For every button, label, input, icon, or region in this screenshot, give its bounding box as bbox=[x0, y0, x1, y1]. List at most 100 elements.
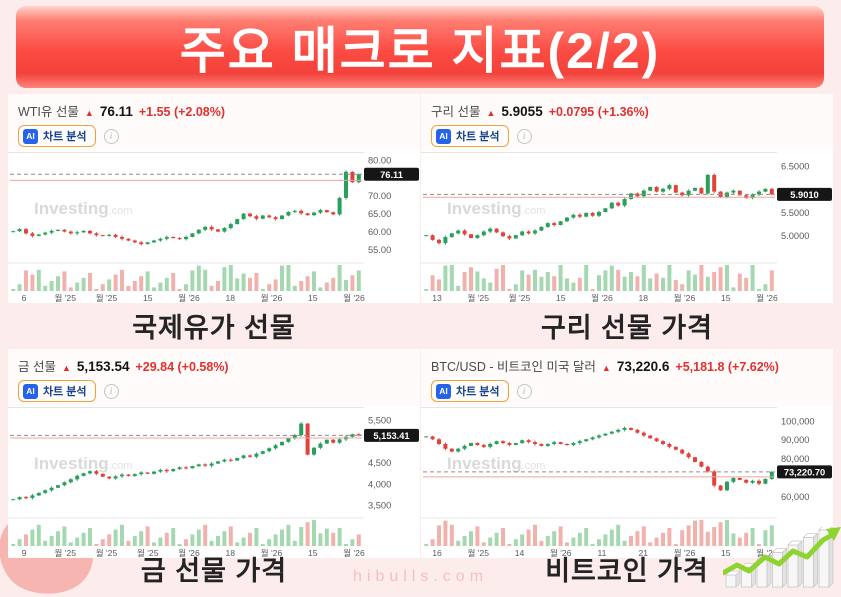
last-price: 5,153.54 bbox=[76, 359, 130, 374]
svg-text:5.5000: 5.5000 bbox=[781, 208, 809, 218]
svg-text:18: 18 bbox=[225, 548, 235, 558]
svg-text:Investing.com: Investing.com bbox=[34, 199, 132, 218]
svg-text:6.5000: 6.5000 bbox=[781, 162, 809, 172]
svg-text:월 '26: 월 '26 bbox=[178, 547, 200, 558]
svg-text:55.00: 55.00 bbox=[368, 245, 391, 255]
svg-text:100,000: 100,000 bbox=[781, 416, 815, 426]
price-change: +29.84 (+0.58%) bbox=[135, 360, 229, 374]
ai-badge-label: 차트 분석 bbox=[43, 131, 87, 143]
svg-text:15: 15 bbox=[308, 293, 318, 303]
svg-text:월 '26: 월 '26 bbox=[674, 292, 696, 303]
svg-text:월 '26: 월 '26 bbox=[756, 547, 778, 558]
svg-text:월 '26: 월 '26 bbox=[261, 292, 283, 303]
site-watermark: hibulls.com bbox=[352, 568, 489, 585]
svg-text:5.0000: 5.0000 bbox=[781, 231, 809, 241]
svg-text:월 '25: 월 '25 bbox=[55, 292, 77, 303]
svg-text:월 '25: 월 '25 bbox=[96, 547, 118, 558]
info-icon[interactable]: i bbox=[103, 383, 119, 399]
svg-text:월 '26: 월 '26 bbox=[591, 292, 613, 303]
svg-text:Investing.com: Investing.com bbox=[34, 454, 132, 473]
svg-text:13: 13 bbox=[432, 293, 442, 303]
caption-oil-futures: 국제유가 선물 bbox=[132, 313, 296, 343]
svg-text:월 '25: 월 '25 bbox=[96, 292, 118, 303]
caption-copper-price: 구리 선물 가격 bbox=[540, 313, 714, 343]
svg-text:월 '26: 월 '26 bbox=[674, 547, 696, 558]
last-price: 73,220.6 bbox=[616, 359, 670, 374]
info-icon[interactable]: i bbox=[516, 128, 532, 144]
svg-text:15: 15 bbox=[308, 548, 318, 558]
gold-header: 금 선물 ▲ 5,153.54 +29.84 (+0.58%) bbox=[8, 349, 420, 375]
svg-text:월 '25: 월 '25 bbox=[137, 547, 159, 558]
svg-text:9: 9 bbox=[22, 548, 27, 558]
ai-icon: AI bbox=[23, 128, 38, 144]
price-change: +5,181.8 (+7.62%) bbox=[675, 360, 779, 374]
ai-chart-analysis-button[interactable]: AI 차트 분석 bbox=[18, 125, 96, 147]
svg-text:21: 21 bbox=[638, 548, 648, 558]
svg-text:90,000: 90,000 bbox=[781, 435, 809, 445]
ai-chart-analysis-button[interactable]: AI 차트 분석 bbox=[431, 125, 509, 147]
svg-text:76.11: 76.11 bbox=[380, 170, 403, 180]
copper-header: 구리 선물 ▲ 5.9055 +0.0795 (+1.36%) bbox=[421, 94, 833, 120]
instrument-name: 금 선물 bbox=[18, 360, 56, 374]
svg-text:15: 15 bbox=[143, 293, 153, 303]
up-arrow-icon: ▲ bbox=[61, 363, 71, 373]
svg-text:15: 15 bbox=[721, 293, 731, 303]
svg-text:Investing.com: Investing.com bbox=[447, 199, 545, 218]
caption-bitcoin-price: 비트코인 가격 bbox=[545, 556, 709, 586]
page-title: 주요 매크로 지표(2/2) bbox=[179, 23, 661, 79]
copper-chart-card: 구리 선물 ▲ 5.9055 +0.0795 (+1.36%) AI 차트 분석… bbox=[421, 94, 833, 303]
svg-text:16: 16 bbox=[432, 548, 442, 558]
svg-text:월 '26: 월 '26 bbox=[343, 547, 365, 558]
svg-text:70.00: 70.00 bbox=[368, 191, 391, 201]
svg-text:80.00: 80.00 bbox=[368, 155, 391, 165]
gold-candlestick-chart[interactable]: Investing.com 5,500 4,500 4,000 3,500 5,153.4… bbox=[8, 406, 420, 563]
ai-badge-label: 차트 분석 bbox=[43, 386, 87, 398]
caption-gold-price: 금 선물 가격 bbox=[140, 556, 288, 586]
gold-chart-card: 금 선물 ▲ 5,153.54 +29.84 (+0.58%) AI 차트 분석… bbox=[8, 349, 420, 558]
btc-candlestick-chart[interactable]: Investing.com 100,000 90,000 80,000 60,000 73… bbox=[421, 406, 833, 563]
svg-text:15: 15 bbox=[721, 548, 731, 558]
last-price: 5.9055 bbox=[501, 104, 543, 119]
svg-text:월 '25: 월 '25 bbox=[468, 292, 490, 303]
svg-text:80,000: 80,000 bbox=[781, 454, 809, 464]
svg-text:월 '25: 월 '25 bbox=[55, 547, 77, 558]
up-arrow-icon: ▲ bbox=[84, 108, 94, 118]
svg-text:5,500: 5,500 bbox=[368, 416, 391, 426]
wti-candlestick-chart[interactable]: Investing.com 80.00 70.00 65.00 60.00 55.00 76… bbox=[8, 151, 420, 308]
last-price: 76.11 bbox=[99, 104, 133, 119]
svg-text:월 '26: 월 '26 bbox=[756, 292, 778, 303]
price-change: +1.55 (+2.08%) bbox=[138, 105, 226, 119]
btc-chart-card: BTC/USD - 비트코인 미국 달러 ▲ 73,220.6 +5,181.8… bbox=[421, 349, 833, 558]
wti-header: WTI유 선물 ▲ 76.11 +1.55 (+2.08%) bbox=[8, 94, 420, 120]
title-banner: 주요 매크로 지표(2/2) bbox=[16, 6, 824, 88]
svg-text:월 '26: 월 '26 bbox=[261, 547, 283, 558]
instrument-name: BTC/USD - 비트코인 미국 달러 bbox=[431, 360, 596, 374]
svg-text:Investing.com: Investing.com bbox=[447, 454, 545, 473]
up-arrow-icon: ▲ bbox=[486, 108, 496, 118]
svg-text:4,500: 4,500 bbox=[368, 458, 391, 468]
rising-chart-icon bbox=[723, 527, 841, 588]
svg-text:11: 11 bbox=[598, 548, 607, 558]
ai-chart-analysis-button[interactable]: AI 차트 분석 bbox=[18, 380, 96, 402]
info-icon[interactable]: i bbox=[103, 128, 119, 144]
svg-text:65.00: 65.00 bbox=[368, 209, 391, 219]
ai-badge-label: 차트 분석 bbox=[456, 131, 500, 143]
svg-text:6: 6 bbox=[22, 293, 27, 303]
svg-text:5,153.41: 5,153.41 bbox=[373, 431, 409, 441]
svg-text:5.9010: 5.9010 bbox=[790, 190, 818, 200]
ai-chart-analysis-button[interactable]: AI 차트 분석 bbox=[431, 380, 509, 402]
svg-text:4,000: 4,000 bbox=[368, 479, 391, 489]
instrument-name: 구리 선물 bbox=[431, 105, 481, 119]
svg-text:18: 18 bbox=[638, 293, 648, 303]
svg-text:18: 18 bbox=[225, 293, 235, 303]
wti-chart-card: WTI유 선물 ▲ 76.11 +1.55 (+2.08%) AI 차트 분석 … bbox=[8, 94, 420, 303]
svg-text:15: 15 bbox=[556, 293, 566, 303]
instrument-name: WTI유 선물 bbox=[18, 105, 79, 119]
svg-text:월 '26: 월 '26 bbox=[178, 292, 200, 303]
svg-text:월 '25: 월 '25 bbox=[509, 292, 531, 303]
svg-text:60,000: 60,000 bbox=[781, 492, 809, 502]
info-icon[interactable]: i bbox=[516, 383, 532, 399]
ai-icon: AI bbox=[436, 383, 451, 399]
copper-candlestick-chart[interactable]: Investing.com 6.5000 5.5000 5.0000 5.9010 13 월… bbox=[421, 151, 833, 308]
ai-icon: AI bbox=[23, 383, 38, 399]
